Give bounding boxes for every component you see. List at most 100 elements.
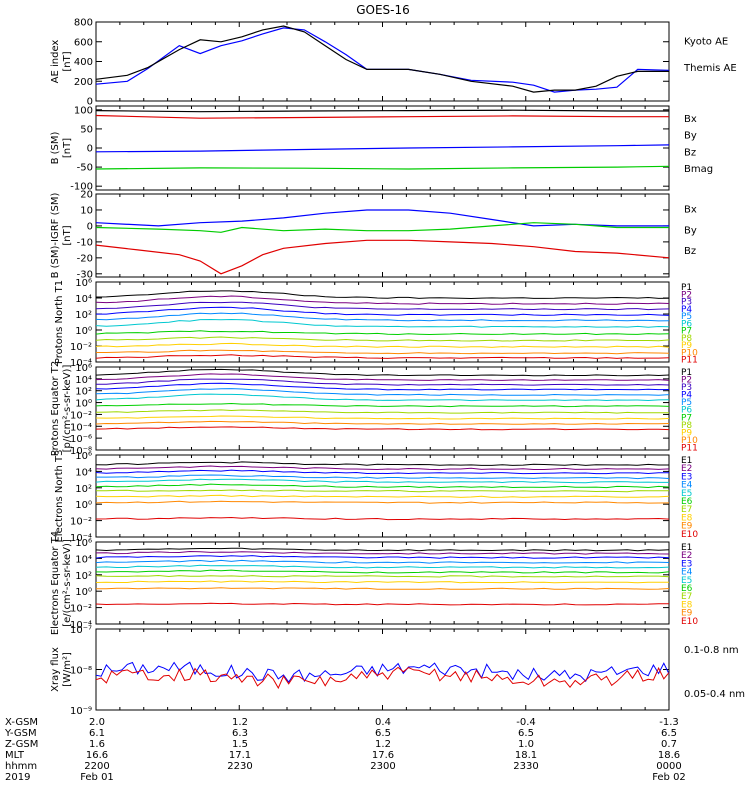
legend-p1: P1 [681, 368, 692, 378]
axis-row-value: 0000 [656, 761, 681, 772]
series-p9 [95, 415, 670, 420]
series-p4 [96, 306, 670, 316]
series-e6 [95, 483, 670, 489]
y-tick-label: 10⁻⁷ [70, 625, 92, 636]
legend-p2: P2 [681, 376, 692, 386]
axis-row-value: 17.6 [372, 750, 394, 761]
y-tick-label: 10⁻² [70, 410, 92, 421]
axis-row-value: 6.1 [89, 728, 105, 739]
series-p11 [95, 354, 670, 359]
y-tick-label: 10⁰ [75, 326, 92, 337]
y-tick-label: 10⁻⁸ [70, 446, 92, 457]
axis-row-value: 0.4 [375, 717, 391, 728]
series-p6 [95, 393, 670, 402]
y-tick-label: 10² [75, 484, 92, 495]
axis-row-value: -1.3 [659, 717, 679, 728]
series-themis-ae [95, 25, 669, 93]
series-bz [95, 114, 669, 119]
y-tick-label: 0 [87, 97, 93, 108]
panel-protons_t2-ylabel: Protons Equator T2 [50, 361, 61, 457]
series-p6 [95, 318, 670, 328]
series-e8 [95, 494, 670, 498]
series-p2 [95, 373, 670, 381]
legend-e8: E8 [681, 600, 693, 610]
y-tick-label: -30 [77, 269, 93, 280]
axis-row-value: 2230 [227, 761, 252, 772]
y-tick-label: -20 [77, 253, 93, 264]
panel-protons_t2: Protons Equator T2 [p/(cm²-s-sr-keV)] 10⁶1… [50, 361, 698, 457]
series-0-05-0-4-nm [95, 661, 670, 683]
series-e7 [95, 574, 670, 578]
legend-bx: Bx [684, 114, 697, 125]
y-tick-label: 0 [87, 221, 93, 232]
y-tick-label: 10⁴ [75, 294, 92, 305]
legend-bmag: Bmag [684, 164, 713, 175]
y-tick-label: 10⁴ [75, 554, 92, 565]
series-e10 [95, 516, 670, 521]
legend-p4: P4 [681, 305, 692, 315]
legend-e1: E1 [681, 456, 692, 466]
y-tick-label: 10⁰ [75, 399, 92, 410]
y-tick-label: -100 [70, 182, 93, 193]
axis-row-value: 0.7 [661, 739, 677, 750]
series-p1 [95, 290, 670, 300]
panel-dbigrf: B (SM)-IGRF (SM) [nT] 20 10 0 -10 -20 -30 Bx By Bz [50, 190, 697, 281]
axis-row-label: Z-GSM [5, 739, 38, 750]
legend-p9: P9 [681, 428, 692, 438]
axis-row-label: Y-GSM [4, 728, 37, 739]
y-tick-label: 10⁰ [75, 500, 92, 511]
series-p11 [95, 426, 670, 431]
axis-row-value: 2330 [513, 761, 538, 772]
panel-b: B (SM) [nT] 100 50 0 -50 -100 Bx By Bz Bmag [50, 105, 713, 192]
series-e9 [95, 500, 670, 504]
y-tick-label: 10⁻⁴ [70, 358, 92, 369]
legend-p11: P11 [681, 443, 698, 453]
axis-row-value: 2300 [370, 761, 395, 772]
legend-e6: E6 [681, 497, 693, 507]
axis-row-value: 2.0 [89, 717, 105, 728]
panel-dbigrf-ylabel: B (SM)-IGRF (SM) [50, 193, 61, 279]
series-bz [95, 239, 670, 275]
y-tick-label: 600 [74, 37, 93, 48]
legend-p6: P6 [681, 406, 692, 416]
legend-e4: E4 [681, 568, 693, 578]
legend-p3: P3 [681, 383, 692, 393]
legend-e9: E9 [681, 609, 693, 619]
series-e1 [95, 461, 669, 466]
series-by [95, 222, 669, 233]
legend-e6: E6 [681, 584, 693, 594]
legend-bz: Bz [684, 147, 696, 158]
legend-e7: E7 [681, 505, 692, 515]
panel-xray-frame [95, 628, 670, 711]
legend-e4: E4 [681, 481, 693, 491]
legend-p1: P1 [681, 283, 692, 293]
axis-row-label: X-GSM [5, 717, 38, 728]
y-tick-label: -50 [77, 163, 93, 174]
axis-row-value: 18.1 [515, 750, 537, 761]
axis-row-label: 2019 [5, 772, 30, 783]
y-tick-label: 50 [80, 124, 93, 135]
series-e4 [95, 559, 670, 564]
series-e2 [95, 465, 670, 471]
y-tick-label: 10⁻² [70, 342, 92, 353]
series-e1 [95, 547, 670, 552]
series-p1 [95, 368, 670, 377]
axis-row-value: 1.5 [232, 739, 248, 750]
legend-p9: P9 [681, 341, 692, 351]
series-e4 [96, 474, 670, 480]
y-tick-label: 10⁻⁸ [70, 666, 92, 677]
panel-protons_t1-frame [95, 281, 670, 363]
series-e7 [96, 489, 669, 493]
legend-by: By [684, 225, 697, 236]
legend-e10: E10 [681, 530, 698, 540]
legend-p3: P3 [681, 298, 692, 308]
series-p3 [95, 301, 670, 311]
series-p3 [96, 378, 670, 386]
panel-protons_t1: Protons North T1 10⁶ 10⁴ 10² 10⁰ 10⁻² 10⁻⁴ P1P2… [54, 278, 698, 369]
axis-row-value: 17.1 [229, 750, 251, 761]
axis-row-value: 1.2 [232, 717, 248, 728]
legend-p7: P7 [681, 327, 692, 337]
y-tick-label: 10⁶ [75, 451, 92, 462]
series-bx [95, 209, 669, 227]
y-tick-label: -10 [77, 237, 93, 248]
